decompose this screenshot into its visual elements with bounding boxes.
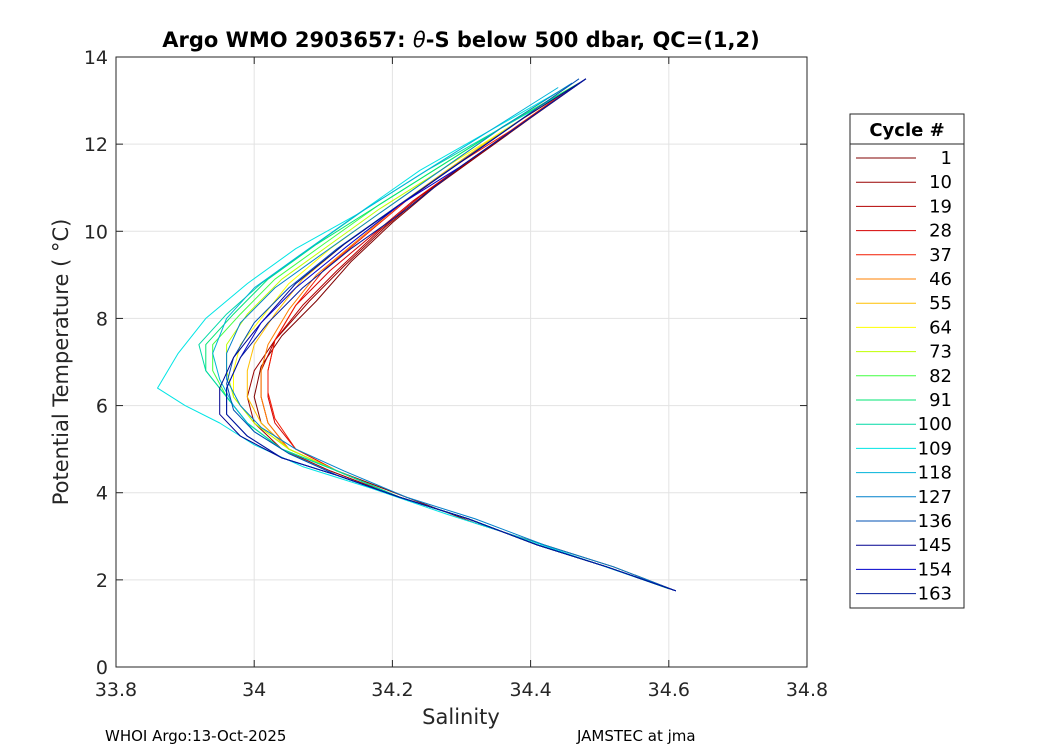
chart-title: Argo WMO 2903657: θ-S below 500 dbar, QC… — [162, 28, 759, 52]
y-tick-label: 2 — [96, 570, 108, 592]
series-line-cycle-163 — [226, 78, 676, 592]
legend-label-cycle-64: 64 — [929, 317, 952, 338]
axis-ticks: 33.8 34 34.2 34.4 34.6 34.8 0 2 4 6 8 10 12 14 — [84, 47, 828, 701]
legend-label-cycle-19: 19 — [929, 196, 952, 217]
y-tick-label: 4 — [96, 483, 108, 505]
legend: Cycle # 1 10 19 28 37 46 55 64 73 82 91 100 109 118 12… — [849, 113, 965, 609]
series-lines — [157, 78, 676, 592]
legend-label-cycle-1: 1 — [941, 148, 952, 169]
legend-label-cycle-118: 118 — [918, 463, 952, 484]
plot-frame — [115, 56, 808, 668]
legend-label-cycle-145: 145 — [918, 535, 952, 556]
y-tick-label: 10 — [84, 221, 108, 243]
x-tick-label: 34.4 — [509, 679, 551, 701]
y-tick-label: 12 — [84, 134, 108, 156]
y-tick-label: 14 — [84, 47, 108, 69]
legend-label-cycle-46: 46 — [929, 269, 952, 290]
x-tick-label: 34.2 — [371, 679, 413, 701]
legend-label-cycle-154: 154 — [918, 559, 952, 580]
x-tick-label: 34.8 — [786, 679, 828, 701]
legend-label-cycle-109: 109 — [918, 438, 952, 459]
y-tick-label: 6 — [96, 396, 108, 418]
series-line-cycle-127 — [226, 82, 676, 592]
legend-label-cycle-136: 136 — [918, 511, 952, 532]
legend-label-cycle-91: 91 — [929, 390, 952, 411]
legend-label-cycle-127: 127 — [918, 487, 952, 508]
y-tick-label: 8 — [96, 308, 108, 330]
legend-title: Cycle # — [869, 120, 944, 141]
y-axis-label: Potential Temperature ( °C) — [49, 219, 73, 506]
legend-label-cycle-82: 82 — [929, 366, 952, 387]
legend-box — [849, 113, 965, 609]
legend-label-cycle-100: 100 — [918, 414, 952, 435]
y-tick-label: 0 — [96, 657, 108, 679]
legend-label-cycle-55: 55 — [929, 293, 952, 314]
x-tick-label: 34 — [242, 679, 266, 701]
x-axis-label: Salinity — [422, 705, 500, 729]
footer-left: WHOI Argo:13-Oct-2025 — [105, 727, 286, 745]
footer-right: JAMSTEC at jma — [576, 727, 696, 745]
series-line-cycle-109 — [157, 91, 669, 590]
legend-label-cycle-10: 10 — [929, 172, 952, 193]
legend-label-cycle-37: 37 — [929, 245, 952, 266]
legend-label-cycle-28: 28 — [929, 221, 952, 242]
legend-entries: 1 10 19 28 37 46 55 64 73 82 91 100 109 118 127 136 145 1… — [856, 148, 952, 605]
x-tick-label: 34.6 — [648, 679, 690, 701]
legend-label-cycle-73: 73 — [929, 342, 952, 363]
x-tick-label: 33.8 — [95, 679, 137, 701]
legend-label-cycle-163: 163 — [918, 584, 952, 605]
